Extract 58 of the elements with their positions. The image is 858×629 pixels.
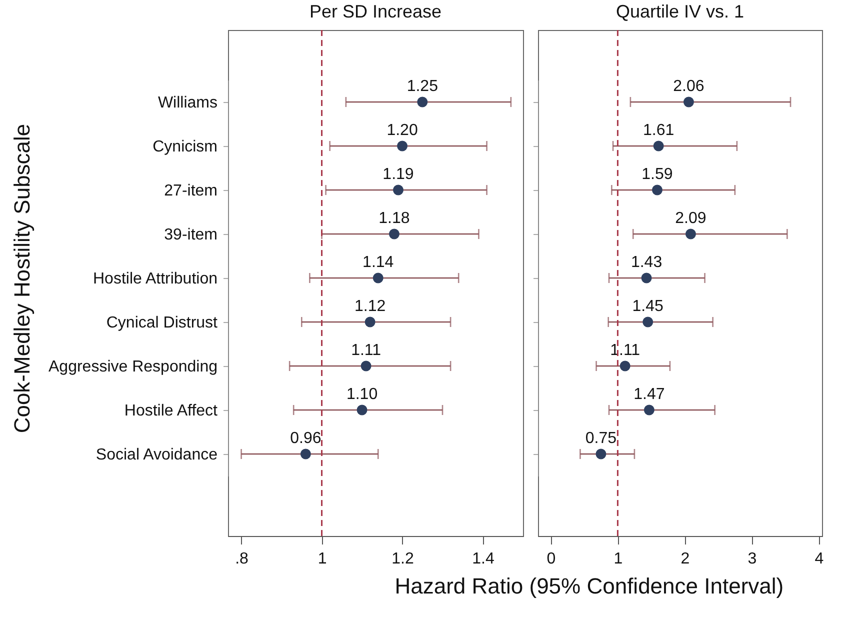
y-tick-label: Cynicism (152, 138, 218, 156)
point (642, 316, 654, 328)
text: 2.06 (673, 78, 704, 95)
point (641, 272, 652, 284)
point (683, 96, 694, 108)
x-tick-label: .8 (235, 550, 249, 568)
point (300, 448, 311, 460)
y-axis-title: Cook-Medley Hostility Subscale (10, 124, 35, 434)
x-tick-label: 4 (814, 550, 824, 568)
y-tick-label: Aggressive Responding (48, 358, 218, 376)
text: 1.47 (634, 386, 665, 403)
text: 1.25 (406, 78, 438, 95)
point (364, 316, 376, 328)
text: 1.18 (378, 210, 410, 227)
text: 1.59 (642, 166, 673, 183)
text: 2.09 (675, 210, 706, 227)
text: 1.45 (632, 298, 664, 315)
x-tick-label: 1 (318, 550, 327, 568)
point (372, 272, 384, 284)
text: 1.61 (642, 122, 674, 139)
y-tick-label: 27-item (164, 182, 218, 200)
x-tick-label: 3 (748, 550, 757, 568)
point (392, 184, 404, 196)
point (356, 404, 368, 416)
point (397, 140, 408, 152)
point (360, 360, 372, 372)
x-tick-label: 1 (614, 550, 623, 568)
y-tick-label: Hostile Attribution (92, 270, 218, 288)
point (653, 140, 664, 152)
point (388, 228, 400, 240)
text: 1.12 (354, 298, 386, 315)
text: 0.75 (585, 430, 617, 447)
text: 1.10 (346, 386, 378, 403)
y-tick-label: Hostile Affect (124, 402, 218, 420)
text: 1.11 (351, 342, 382, 359)
y-tick-label: Social Avoidance (96, 446, 218, 464)
x-axis-title: Hazard Ratio (95% Confidence Interval) (394, 574, 784, 598)
text: 1.20 (386, 122, 418, 139)
x-tick-label: 1.4 (472, 550, 494, 568)
x-tick-label: 1.2 (392, 550, 414, 568)
point (644, 404, 654, 416)
point (596, 448, 606, 460)
text: 1.14 (362, 254, 394, 271)
x-tick-label: 0 (546, 550, 556, 568)
point (620, 360, 630, 372)
chart-title: Per SD Increase (309, 1, 442, 22)
y-tick-label: Williams (158, 94, 218, 112)
point (652, 184, 662, 196)
y-tick-label: 39-item (164, 226, 218, 244)
point (417, 96, 428, 108)
chart-title: Quartile IV vs. 1 (616, 1, 744, 22)
y-tick-label: Cynical Distrust (106, 314, 218, 332)
x-tick-label: 2 (680, 550, 690, 568)
text: 0.96 (290, 430, 322, 447)
text: 1.43 (630, 254, 662, 271)
text: 1.19 (382, 166, 414, 183)
point (685, 228, 696, 240)
text: 1.11 (610, 342, 640, 359)
